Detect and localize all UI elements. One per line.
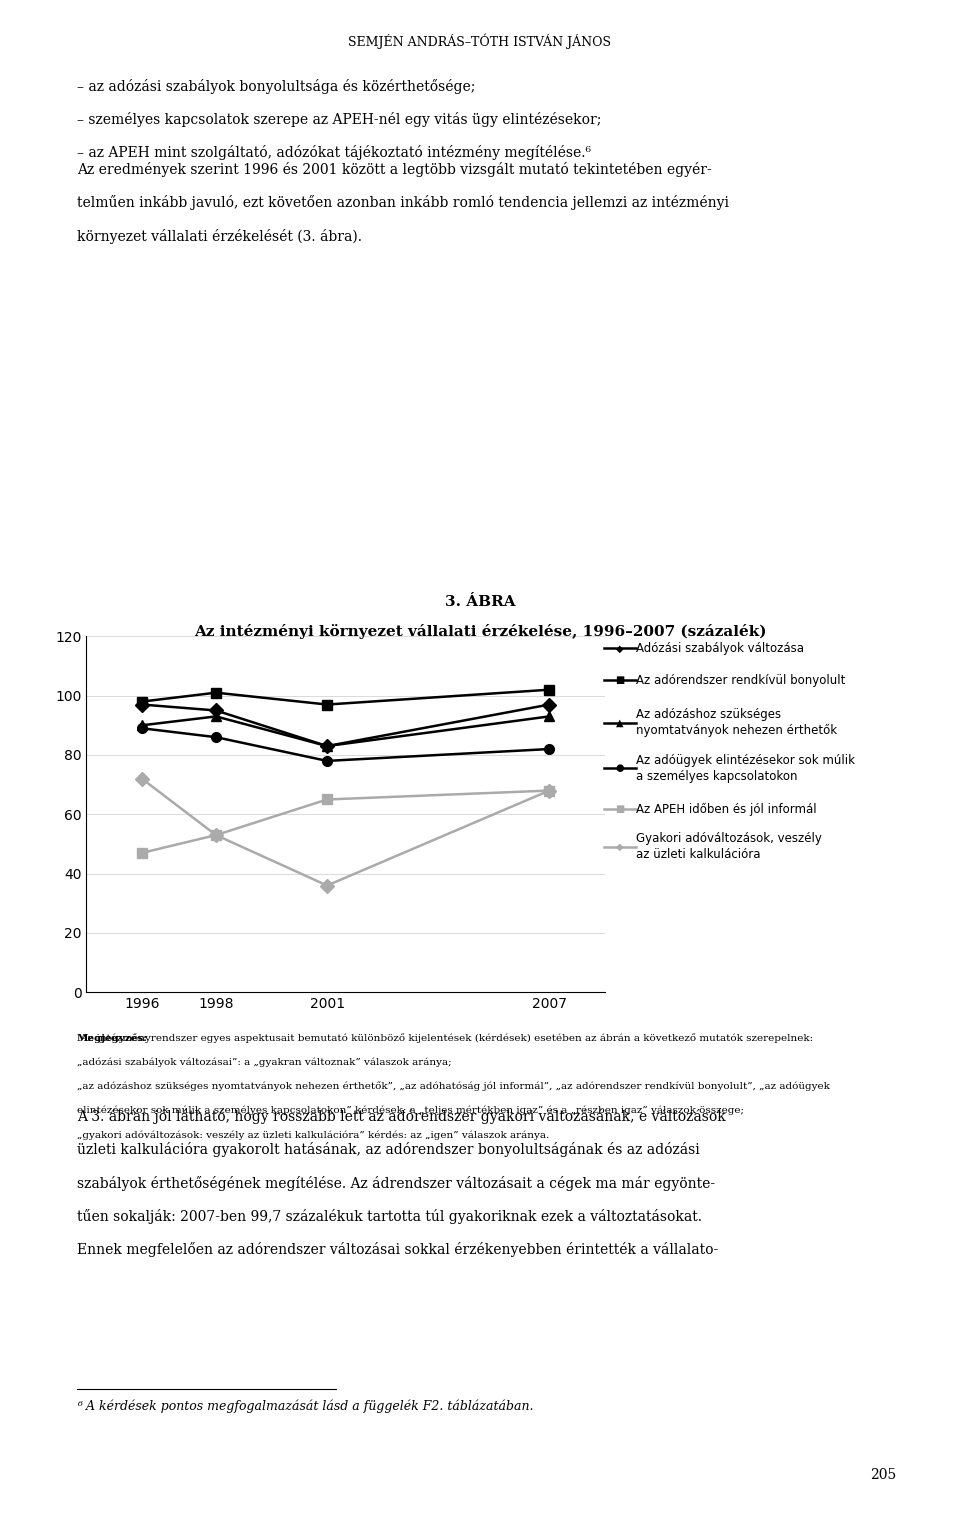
Text: elintézésekor sok múlik a személyes kapcsolatokon” kérdések: a „teljes mértékben: elintézésekor sok múlik a személyes kapc…	[77, 1106, 744, 1115]
Text: – az adózási szabályok bonyolultsága és közérthetősége;: – az adózási szabályok bonyolultsága és …	[77, 79, 475, 94]
Text: szabályok érthetőségének megítélése. Az ádrendszer változásait a cégek ma már eg: szabályok érthetőségének megítélése. Az …	[77, 1176, 715, 1191]
Text: A 3. ábrán jól látható, hogy rosszabb lett az adórendszer gyakori változásának, : A 3. ábrán jól látható, hogy rosszabb le…	[77, 1109, 726, 1124]
Text: Az eredmények szerint 1996 és 2001 között a legtöbb vizsgált mutató tekintetében: Az eredmények szerint 1996 és 2001 közöt…	[77, 162, 711, 177]
Text: ●: ●	[616, 764, 624, 773]
Text: ■: ■	[615, 804, 625, 814]
Text: környezet vállalati érzékelését (3. ábra).: környezet vállalati érzékelését (3. ábra…	[77, 229, 362, 244]
Text: Gyakori adóváltozások, veszély
az üzleti kalkulációra: Gyakori adóváltozások, veszély az üzleti…	[636, 832, 823, 862]
Text: Az adórendszer rendkívül bonyolult: Az adórendszer rendkívül bonyolult	[636, 674, 846, 686]
Text: ■: ■	[615, 676, 625, 685]
Text: ⁶ A kérdések pontos megfogalmazását lásd a függelék F2. táblázatában.: ⁶ A kérdések pontos megfogalmazását lásd…	[77, 1400, 534, 1413]
Text: Az adózáshoz szükséges
nyomtatványok nehezen érthetők: Az adózáshoz szükséges nyomtatványok neh…	[636, 708, 838, 738]
Text: Az adóügyek elintézésekor sok múlik
a személyes kapcsolatokon: Az adóügyek elintézésekor sok múlik a sz…	[636, 753, 855, 783]
Text: 3. ÁBRA: 3. ÁBRA	[444, 595, 516, 609]
Text: Az intézményrendszer egyes aspektusait bemutató különböző kijelentések (kérdések: Az intézményrendszer egyes aspektusait b…	[77, 1033, 813, 1042]
Text: telműen inkább javuló, ezt követően azonban inkább romló tendencia jellemzi az i: telműen inkább javuló, ezt követően azon…	[77, 195, 729, 211]
Text: üzleti kalkulációra gyakorolt hatásának, az adórendszer bonyolultságának és az a: üzleti kalkulációra gyakorolt hatásának,…	[77, 1142, 700, 1157]
Text: „gyakori adóváltozások: veszély az üzleti kalkulációra” kérdés: az „igen” válasz: „gyakori adóváltozások: veszély az üzlet…	[77, 1130, 549, 1139]
Text: Adózási szabályok változása: Adózási szabályok változása	[636, 642, 804, 654]
Text: ▲: ▲	[616, 718, 624, 727]
Text: Ennek megfelelően az adórendszer változásai sokkal érzékenyebben érintették a vá: Ennek megfelelően az adórendszer változá…	[77, 1242, 718, 1257]
Text: Az APEH időben és jól informál: Az APEH időben és jól informál	[636, 803, 817, 815]
Text: „az adózáshoz szükséges nyomtatványok nehezen érthetők”, „az adóhatóság jól info: „az adózáshoz szükséges nyomtatványok ne…	[77, 1082, 829, 1091]
Text: Az intézményi környezet vállalati érzékelése, 1996–2007 (százalék): Az intézményi környezet vállalati érzéke…	[194, 624, 766, 639]
Text: – személyes kapcsolatok szerepe az APEH-nél egy vitás ügy elintézésekor;: – személyes kapcsolatok szerepe az APEH-…	[77, 112, 601, 127]
Text: ◆: ◆	[616, 842, 624, 851]
Text: Megjegyzés:: Megjegyzés:	[77, 1033, 148, 1042]
Text: – az APEH mint szolgáltató, adózókat tájékoztató intézmény megítélése.⁶: – az APEH mint szolgáltató, adózókat táj…	[77, 145, 590, 161]
Text: tűen sokalják: 2007-ben 99,7 százalékuk tartotta túl gyakoriknak ezek a változta: tűen sokalják: 2007-ben 99,7 százalékuk …	[77, 1209, 702, 1224]
Text: „adózási szabályok változásai”: a „gyakran változnak” válaszok aránya;: „adózási szabályok változásai”: a „gyakr…	[77, 1057, 451, 1067]
Text: SEMJÉN ANDRÁS–TÓTH ISTVÁN JÁNOS: SEMJÉN ANDRÁS–TÓTH ISTVÁN JÁNOS	[348, 33, 612, 48]
Text: ◆: ◆	[616, 644, 624, 653]
Text: 205: 205	[870, 1468, 897, 1482]
